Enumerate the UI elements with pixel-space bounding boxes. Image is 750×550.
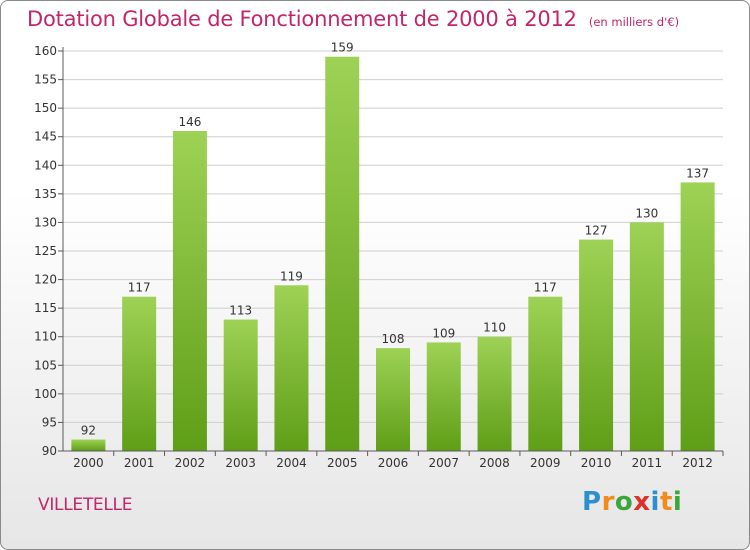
y-tick-labels: 90 95 100 105 110 115 120 125 130 135 140 145 150 155… (34, 44, 57, 458)
y-tick-label: 100 (34, 387, 57, 401)
unit-note: (en milliers d'€) (588, 15, 680, 29)
logo-letter: t (659, 487, 673, 517)
proxiti-logo: Proxiti (582, 487, 682, 517)
logo-letter: i (650, 487, 660, 517)
value-label: 119 (280, 269, 303, 283)
y-tick-label: 160 (34, 44, 57, 58)
bar (71, 439, 106, 451)
y-tick-label: 120 (34, 273, 57, 287)
value-label: 113 (229, 304, 252, 318)
bar (376, 348, 410, 451)
x-tick-label: 2012 (682, 456, 713, 470)
y-tick-label: 90 (42, 444, 57, 458)
value-label: 92 (81, 424, 96, 438)
bar (172, 131, 207, 451)
value-label: 130 (635, 206, 658, 220)
y-tick-label: 140 (34, 158, 57, 172)
y-tick-label: 145 (34, 130, 57, 144)
value-label: 137 (686, 166, 709, 180)
bar (426, 342, 461, 451)
x-tick-label: 2010 (581, 456, 612, 470)
value-label: 108 (382, 332, 405, 346)
x-tick-label: 2001 (124, 456, 155, 470)
y-tick-label: 130 (34, 215, 57, 229)
value-label: 117 (128, 281, 151, 295)
logo-letter: r (601, 487, 615, 517)
y-tick-label: 155 (34, 73, 57, 87)
y-tick-label: 95 (42, 415, 57, 429)
y-tick-label: 115 (34, 301, 57, 315)
bar (122, 296, 157, 451)
bar (223, 319, 258, 451)
bar (477, 336, 512, 451)
bar (680, 182, 715, 451)
y-tick-label: 110 (34, 330, 57, 344)
bar (528, 296, 563, 451)
x-tick-label: 2007 (428, 456, 459, 470)
x-tick-label: 2004 (276, 456, 307, 470)
x-tick-label: 2008 (479, 456, 510, 470)
value-label: 117 (534, 281, 557, 295)
y-tick-label: 105 (34, 358, 57, 372)
x-tick-label: 2003 (225, 456, 256, 470)
title-line: Dotation Globale de Fonctionnement de 20… (27, 7, 679, 31)
x-tick-label: 2002 (175, 456, 206, 470)
x-tick-labels: 2000 2001 2002 2003 2004 2005 2006 2007 2008 2009… (73, 451, 724, 470)
place-name: VILLETELLE (38, 495, 133, 515)
logo-letter: o (614, 487, 634, 517)
logo-letter: P (582, 487, 602, 517)
x-tick-label: 2005 (327, 456, 358, 470)
value-label: 109 (432, 326, 455, 340)
y-tick-label: 125 (34, 244, 57, 258)
value-label: 146 (178, 115, 201, 129)
bar (274, 285, 309, 451)
chart-title: Dotation Globale de Fonctionnement de 20… (27, 7, 577, 31)
value-label: 110 (483, 321, 506, 335)
x-tick-label: 2000 (73, 456, 104, 470)
bars (71, 56, 715, 451)
x-tick-label: 2006 (378, 456, 409, 470)
x-tick-label: 2009 (530, 456, 561, 470)
y-tick-label: 135 (34, 187, 57, 201)
axes (62, 47, 723, 452)
value-labels: 92 117 146 113 119 159 108 109 110 117 127 130 137 (81, 41, 709, 438)
logo-letter: x (633, 487, 651, 517)
y-tick-label: 150 (34, 101, 57, 115)
logo-letter: i (672, 487, 683, 517)
bar (579, 239, 614, 451)
x-tick-label: 2011 (632, 456, 663, 470)
bar (325, 56, 360, 451)
bar (629, 222, 664, 451)
value-label: 127 (585, 224, 608, 238)
value-label: 159 (331, 41, 354, 55)
